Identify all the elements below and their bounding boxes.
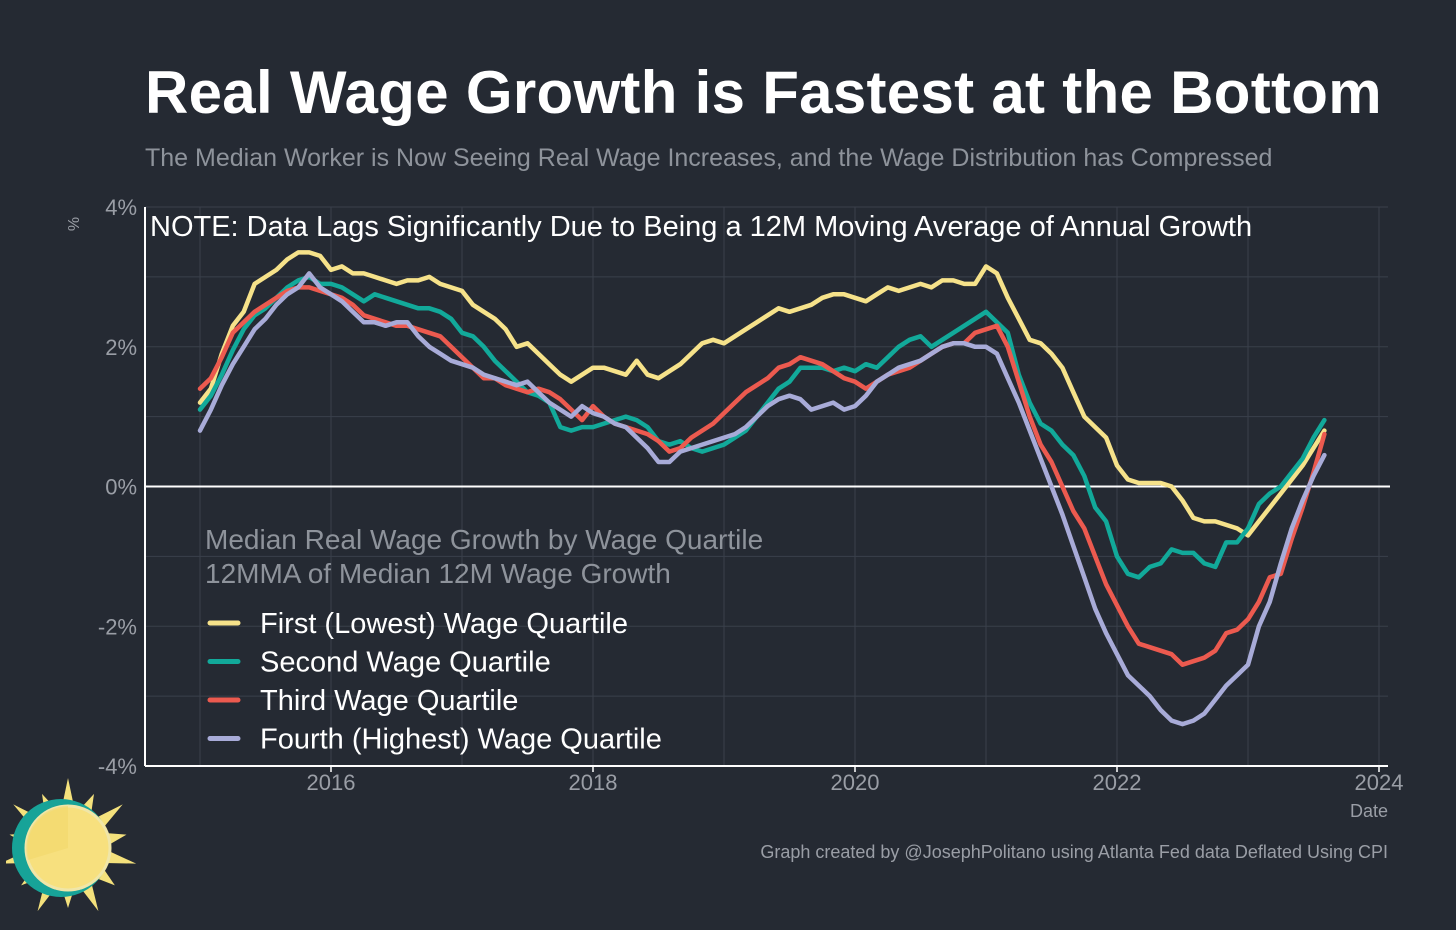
x-tick-label: 2020 [831, 770, 880, 795]
axes: -4% -2% 0% 2% 4% 2016 2018 2020 2022 2024% Date [66, 195, 1403, 821]
sun-icon [6, 778, 137, 912]
y-tick-label: -2% [98, 614, 137, 639]
y-axis-label: % [66, 217, 83, 231]
y-tick-label: 0% [105, 475, 137, 500]
legend-label: Fourth (Highest) Wage Quartile [260, 724, 662, 756]
chart-note: NOTE: Data Lags Significantly Due to Bei… [150, 211, 1252, 243]
legend-title: Median Real Wage Growth by Wage Quartile [205, 524, 763, 555]
sun-ray [105, 850, 137, 864]
sun-shade [26, 806, 69, 860]
y-tick-label: -4% [98, 754, 137, 779]
page-subtitle: The Median Worker is Now Seeing Real Wag… [145, 144, 1273, 172]
legend-label: First (Lowest) Wage Quartile [260, 608, 628, 640]
series-lines [197, 250, 1327, 727]
page-title: Real Wage Growth is Fastest at the Botto… [145, 59, 1382, 126]
y-tick-label: 2% [105, 335, 137, 360]
credit-text: Graph created by @JosephPolitano using A… [760, 842, 1388, 862]
legend: Median Real Wage Growth by Wage Quartile… [205, 524, 763, 756]
legend-label: Third Wage Quartile [260, 685, 518, 717]
y-tick-label: 4% [105, 195, 137, 220]
x-tick-label: 2016 [307, 770, 356, 795]
x-tick-label: 2018 [569, 770, 618, 795]
x-axis-label: Date [1350, 801, 1388, 821]
x-tick-label: 2022 [1093, 770, 1142, 795]
series-line-4 [197, 271, 1327, 727]
x-tick-label: 2024 [1355, 770, 1404, 795]
legend-subtitle: 12MMA of Median 12M Wage Growth [205, 558, 671, 589]
legend-label: Second Wage Quartile [260, 647, 551, 679]
series-line-1 [197, 250, 1327, 538]
